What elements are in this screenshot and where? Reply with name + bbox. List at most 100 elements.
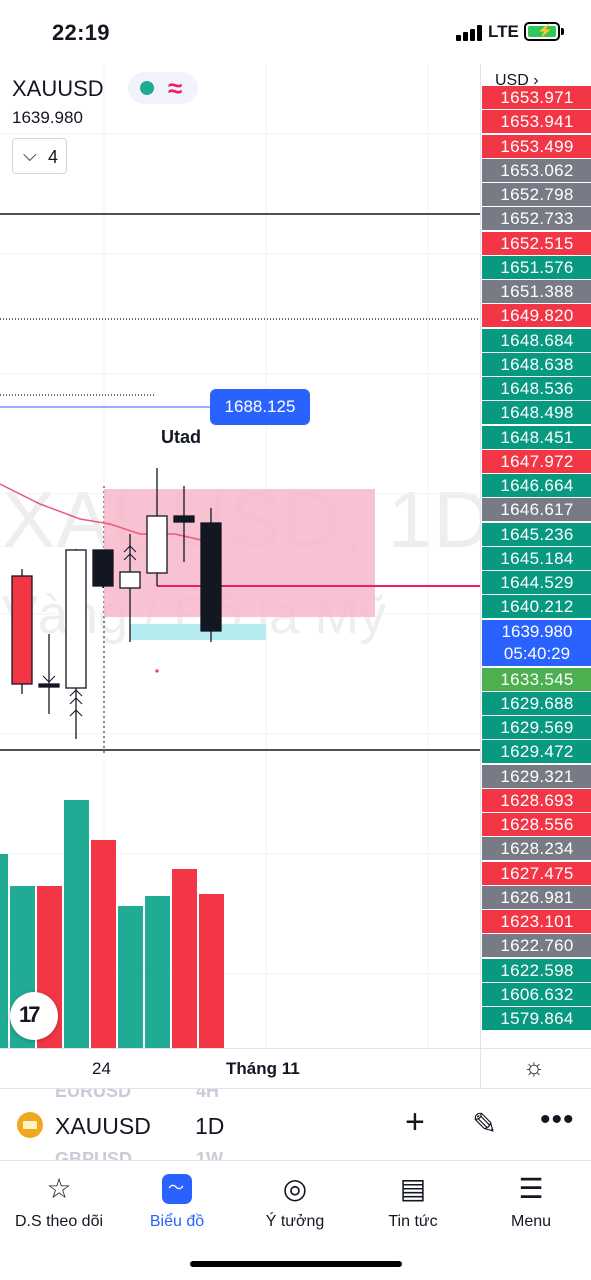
candle (119, 534, 141, 642)
price-scale[interactable]: USD › 1653.971 1653.941 1653.499 1653.062 16… (480, 64, 591, 1048)
signal-markers (42, 545, 218, 717)
symbol-selector[interactable]: XAUUSD (55, 1113, 151, 1139)
status-bar: 22:19 LTE ⚡ (0, 0, 591, 64)
nav-menu[interactable]: ☰ Menu (500, 1171, 562, 1231)
network-type: LTE (488, 22, 519, 41)
candle (11, 569, 33, 694)
star-icon: ☆ (46, 1173, 72, 1204)
nav-label: D.S theo dõi (14, 1213, 104, 1230)
more-icon[interactable]: ••• (540, 1103, 575, 1136)
price-tag: 1579.864 (482, 1007, 591, 1030)
chart-settings-button[interactable]: ☼ (480, 1048, 591, 1088)
price-tag: 1626.981 (482, 885, 591, 909)
candle (92, 549, 114, 588)
price-tag: 1645.184 (482, 546, 591, 570)
chart-canvas (0, 64, 480, 1048)
volume-bar (199, 894, 224, 1048)
chart-icon: 〜 (162, 1174, 192, 1204)
price-tag: 1640.212 (482, 595, 591, 619)
currency-selector[interactable]: USD › (495, 72, 539, 89)
tradingview-logo[interactable]: 17 (10, 992, 58, 1040)
chart-pane[interactable]: XAUUSD, 1D Vàng / Đô la Mỹ (0, 64, 480, 1048)
current-price-tag: 1639.980 05:40:29 (482, 620, 591, 666)
indicators-toggle-button[interactable]: ⌵ 4 (12, 138, 67, 174)
price-tag: 1623.101 (482, 910, 591, 933)
alert-price-label[interactable]: 1688.125 (210, 389, 310, 425)
chevron-down-icon: ⌵ (23, 145, 37, 165)
gold-icon (17, 1112, 43, 1138)
supply-zone (104, 489, 375, 617)
status-time: 22:19 (52, 20, 110, 45)
price-tag: 1646.617 (482, 498, 591, 522)
price-tag: 1648.684 (482, 328, 591, 352)
menu-icon: ☰ (518, 1173, 544, 1204)
gear-icon: ☼ (523, 1054, 545, 1081)
price-tag: 1628.556 (482, 813, 591, 836)
price-tag: 1647.972 (482, 449, 591, 473)
current-price: 1639.980 (501, 622, 573, 641)
bottom-nav: ☆ D.S theo dõi 〜 Biểu đồ ◎ Ý tưởng ▤ Tin… (0, 1160, 591, 1280)
nav-watchlist[interactable]: ☆ D.S theo dõi (10, 1171, 108, 1231)
candle (200, 508, 222, 642)
symbol-toolbar: EURUSD 4H GBPUSD 1W XAUUSD 1D + ✎ ••• (0, 1088, 591, 1160)
interval-picker-next[interactable]: 1W (196, 1149, 223, 1160)
nav-label: Tin tức (388, 1213, 438, 1230)
interval-picker-prev[interactable]: 4H (196, 1088, 220, 1101)
news-icon: ▤ (399, 1173, 427, 1204)
time-label-month: Tháng 11 (226, 1059, 300, 1078)
battery-icon: ⚡ (524, 22, 564, 41)
indicator-count: 4 (48, 147, 59, 167)
signal-icon (456, 25, 484, 41)
price-tag: 1622.760 (482, 934, 591, 958)
volume-bar (91, 840, 116, 1048)
nav-chart[interactable]: 〜 Biểu đồ (135, 1171, 219, 1231)
price-tag: 1652.733 (482, 207, 591, 231)
legend-price: 1639.980 (12, 108, 83, 127)
volume-bar (0, 854, 8, 1048)
price-tag: 1653.062 (482, 158, 591, 182)
interval-selector[interactable]: 1D (195, 1113, 225, 1139)
home-indicator (190, 1261, 402, 1267)
price-tag: 1645.236 (482, 522, 591, 546)
price-tag: 1629.569 (482, 716, 591, 739)
nav-ideas[interactable]: ◎ Ý tưởng (255, 1171, 335, 1231)
time-axis[interactable]: 24 Tháng 11 (0, 1048, 480, 1088)
price-tag: 1652.515 (482, 231, 591, 255)
market-open-icon (140, 81, 154, 95)
price-tag: 1649.820 (482, 304, 591, 328)
legend-status[interactable]: ≈ (128, 72, 198, 104)
legend-symbol[interactable]: XAUUSD (12, 76, 104, 101)
price-tag: 1648.498 (482, 401, 591, 425)
price-tag: 1629.321 (482, 764, 591, 788)
drawing-tools-icon[interactable]: ✎ (472, 1108, 498, 1141)
chart-annotation[interactable]: Utad (161, 427, 201, 447)
price-tag: 1648.451 (482, 425, 591, 449)
add-icon[interactable]: + (405, 1103, 425, 1141)
time-label: 24 (92, 1059, 111, 1078)
demand-zone (130, 624, 266, 640)
price-tag: 1648.638 (482, 352, 591, 376)
price-tag: 1653.941 (482, 110, 591, 134)
volume-bar (118, 906, 143, 1048)
candle (146, 468, 168, 586)
price-tag: 1628.234 (482, 837, 591, 861)
moving-average (0, 483, 211, 543)
price-tag: 1606.632 (482, 982, 591, 1006)
price-tag: 1633.545 (482, 667, 591, 691)
volume-bars (0, 800, 224, 1048)
price-tag: 1652.798 (482, 183, 591, 206)
price-tag: 1627.475 (482, 861, 591, 885)
nav-label: Ý tưởng (265, 1213, 325, 1230)
bar-countdown: 05:40:29 (503, 644, 571, 663)
price-tag: 1648.536 (482, 377, 591, 400)
price-tag: 1629.472 (482, 740, 591, 764)
volume-bar (172, 869, 197, 1048)
delayed-data-icon: ≈ (168, 73, 183, 103)
signal-dot (155, 669, 159, 673)
price-tag: 1646.664 (482, 474, 591, 497)
nav-news[interactable]: ▤ Tin tức (378, 1171, 448, 1231)
symbol-picker-prev[interactable]: EURUSD (55, 1088, 132, 1101)
price-tag: 1653.971 (482, 86, 591, 109)
symbol-picker-next[interactable]: GBPUSD (55, 1149, 133, 1160)
price-tag: 1651.388 (482, 280, 591, 303)
